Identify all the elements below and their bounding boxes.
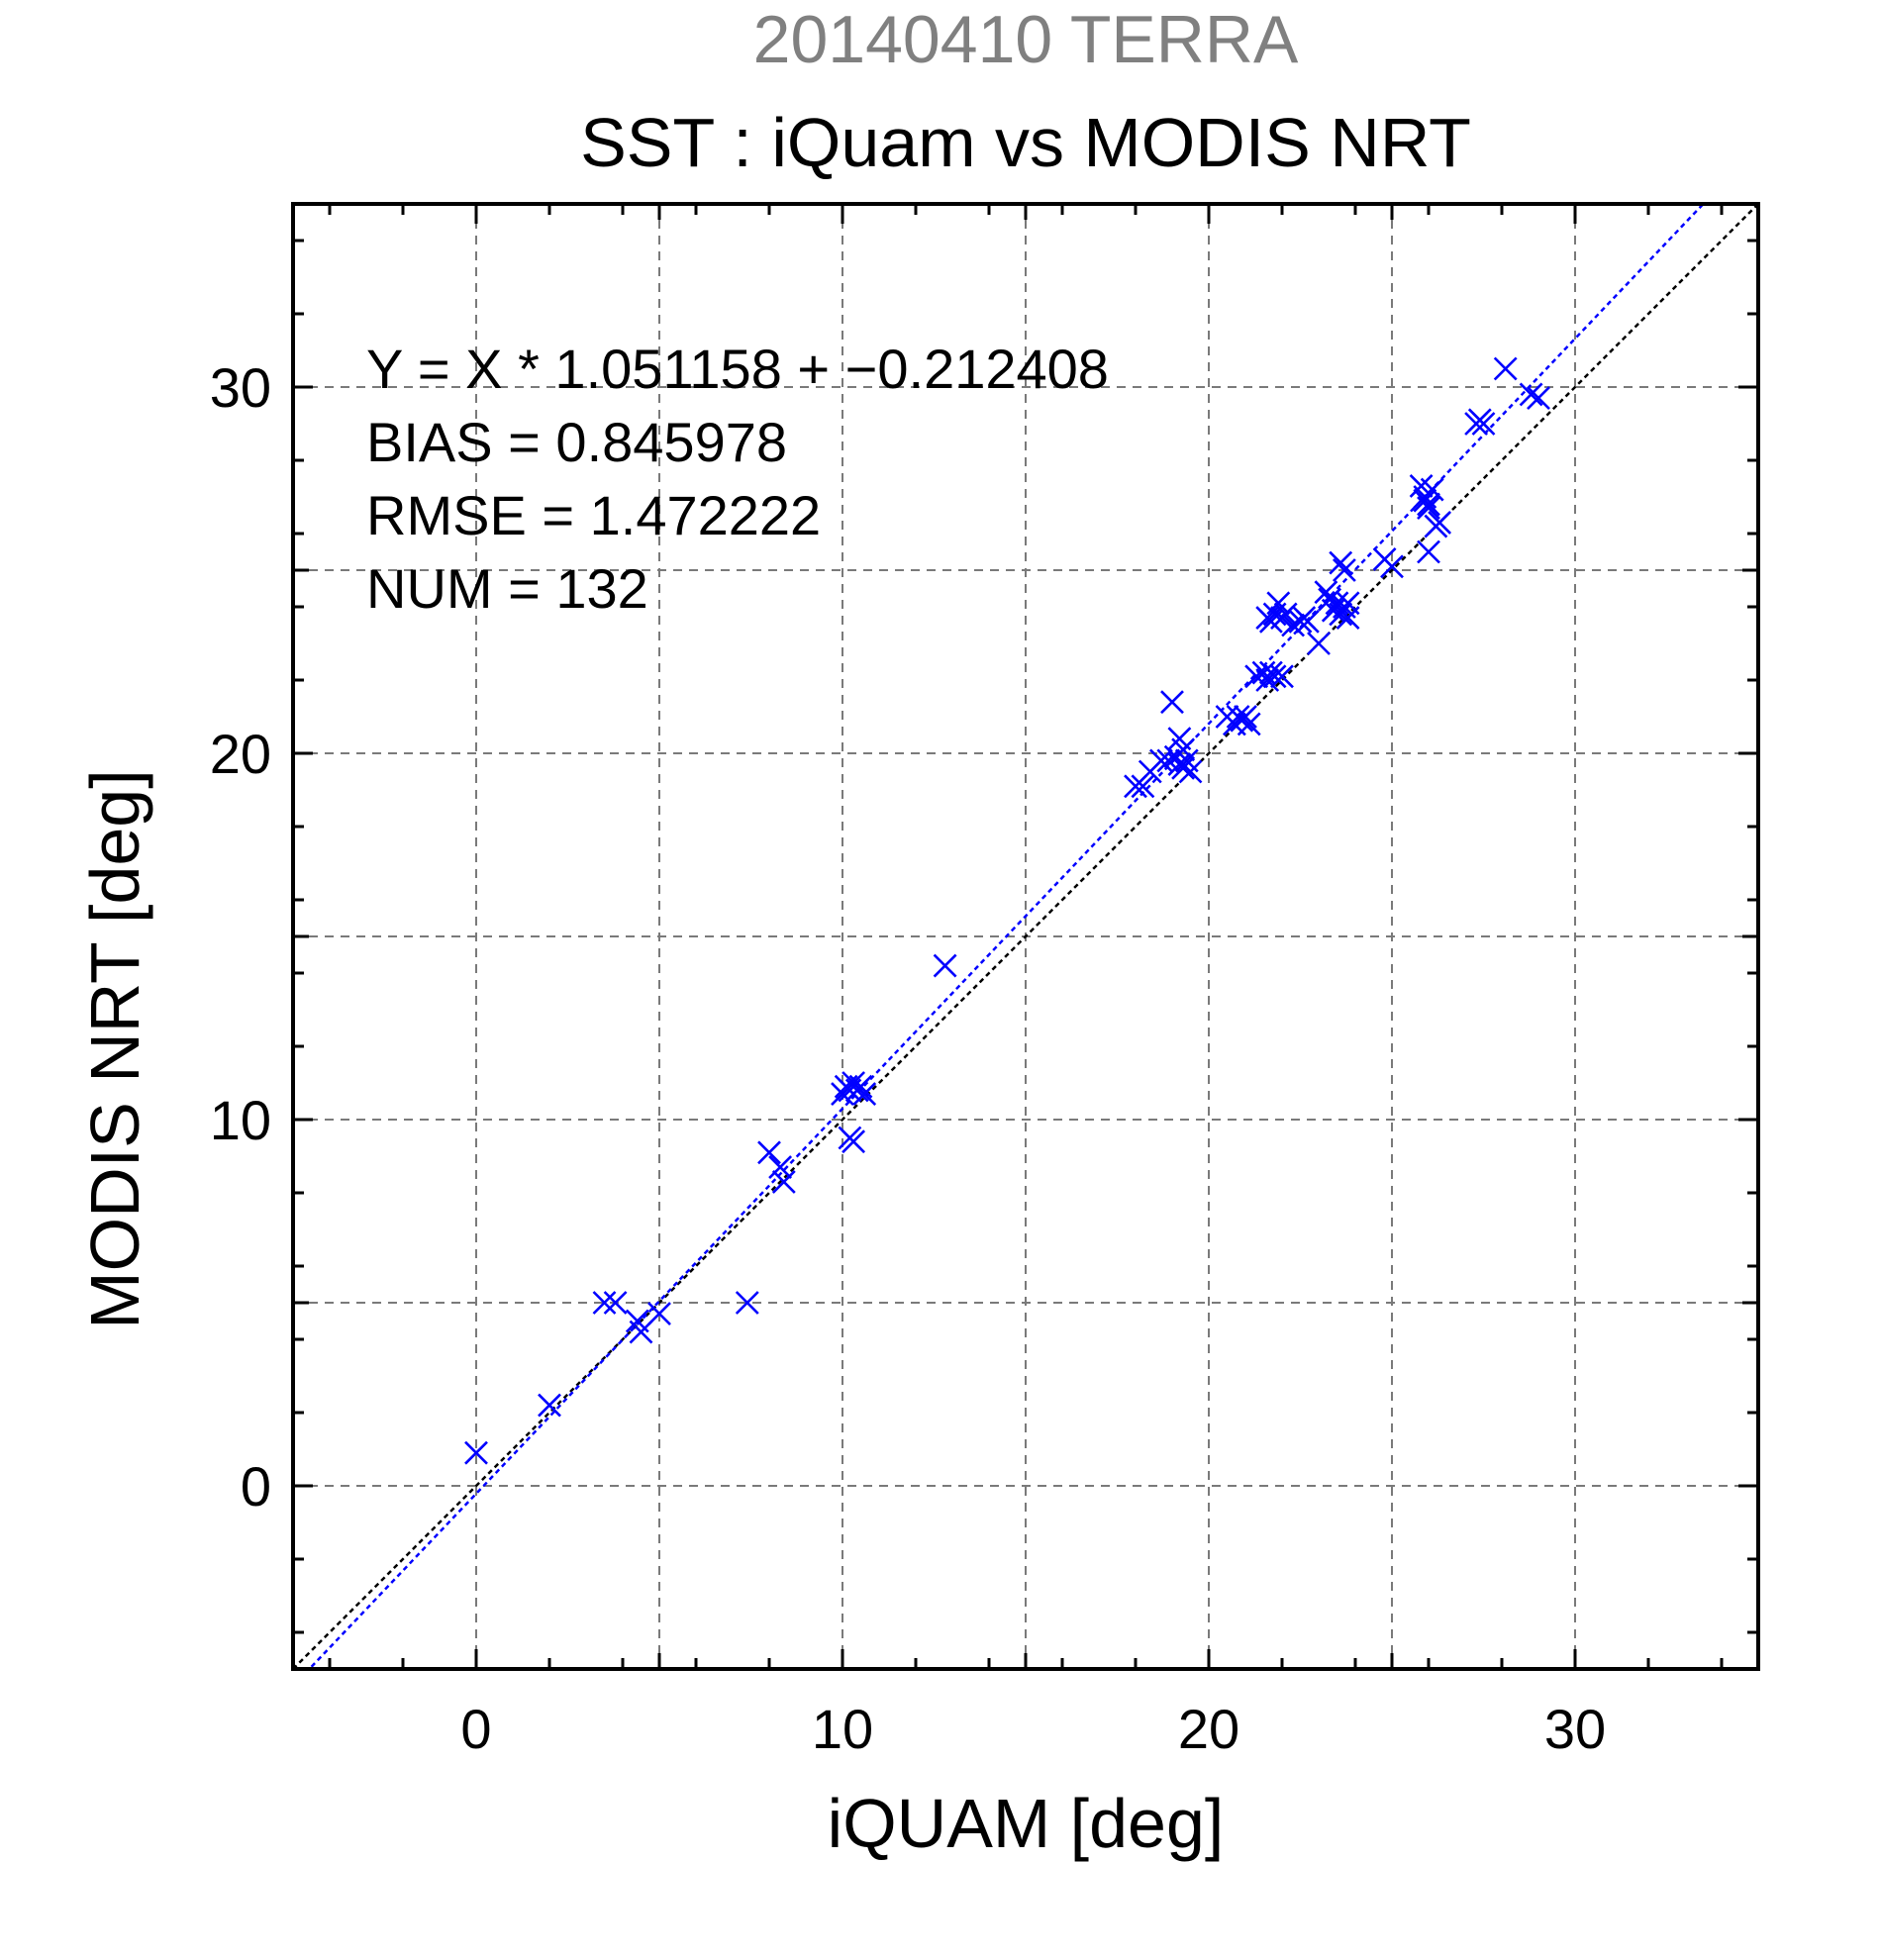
reference-lines (293, 204, 1758, 1669)
y-tick-label: 30 (210, 356, 271, 419)
data-point (1281, 613, 1306, 637)
data-point (842, 1129, 866, 1154)
data-point (1380, 554, 1404, 579)
data-point (647, 1302, 671, 1326)
data-point (933, 953, 957, 978)
data-point (848, 1074, 873, 1099)
data-point (757, 1140, 781, 1165)
y-tick-label: 20 (210, 723, 271, 785)
data-point (1178, 759, 1203, 784)
data-point (1307, 632, 1331, 655)
data-point (1332, 558, 1356, 582)
data-point (1329, 550, 1353, 575)
data-point (1417, 496, 1440, 521)
data-point (1471, 412, 1496, 436)
chart-supertitle: 20140410 TERRA (753, 2, 1299, 77)
data-point (1255, 668, 1280, 692)
data-point (464, 1440, 488, 1465)
data-point (1493, 356, 1518, 381)
annotation-num: NUM = 132 (366, 557, 648, 620)
data-point (538, 1393, 561, 1418)
annotation-bias: BIAS = 0.845978 (366, 411, 787, 473)
x-tick-label: 30 (1544, 1698, 1606, 1760)
data-point (1417, 492, 1440, 517)
data-point (1420, 477, 1444, 502)
annotation-fit-equation: Y = X * 1.051158 + −0.212408 (366, 338, 1109, 400)
data-points (464, 356, 1550, 1465)
x-tick-label: 0 (460, 1698, 491, 1760)
data-point (1234, 705, 1257, 729)
data-point (771, 1169, 796, 1194)
x-axis-label: iQUAM [deg] (828, 1785, 1225, 1862)
data-point (603, 1291, 628, 1315)
data-point (1336, 606, 1360, 631)
y-tick-label: 0 (241, 1455, 271, 1518)
data-point (735, 1291, 759, 1315)
data-point (1266, 591, 1291, 616)
data-point (1527, 386, 1550, 411)
data-point (1131, 774, 1155, 799)
data-point (625, 1309, 649, 1333)
data-point (768, 1155, 793, 1180)
data-point (592, 1291, 617, 1315)
data-point (1160, 690, 1184, 715)
data-point (1262, 664, 1287, 689)
chart-title: SST : iQuam vs MODIS NRT (580, 104, 1471, 181)
data-point (1519, 382, 1543, 407)
data-point (1171, 755, 1196, 780)
x-tick-label: 10 (812, 1698, 873, 1760)
x-tick-label: 20 (1178, 1698, 1239, 1760)
data-point (1417, 539, 1440, 564)
regression-line (307, 204, 1706, 1669)
data-point (1428, 510, 1452, 535)
grid-lines (293, 204, 1758, 1669)
axis-ticks (293, 204, 1758, 1669)
y-axis-label: MODIS NRT [deg] (76, 769, 153, 1328)
data-point (1295, 609, 1320, 634)
data-point (1237, 712, 1261, 736)
data-point (1329, 602, 1353, 627)
data-point (852, 1082, 877, 1107)
identity-line (293, 204, 1758, 1669)
data-point (1270, 664, 1294, 689)
data-point (1171, 737, 1196, 762)
y-tick-label: 10 (210, 1089, 271, 1151)
annotation-rmse: RMSE = 1.472222 (366, 484, 821, 546)
tick-labels: 0 10 20 30 0 10 20 30 (210, 356, 1606, 1760)
data-point (1148, 748, 1173, 773)
data-point (1273, 602, 1298, 627)
